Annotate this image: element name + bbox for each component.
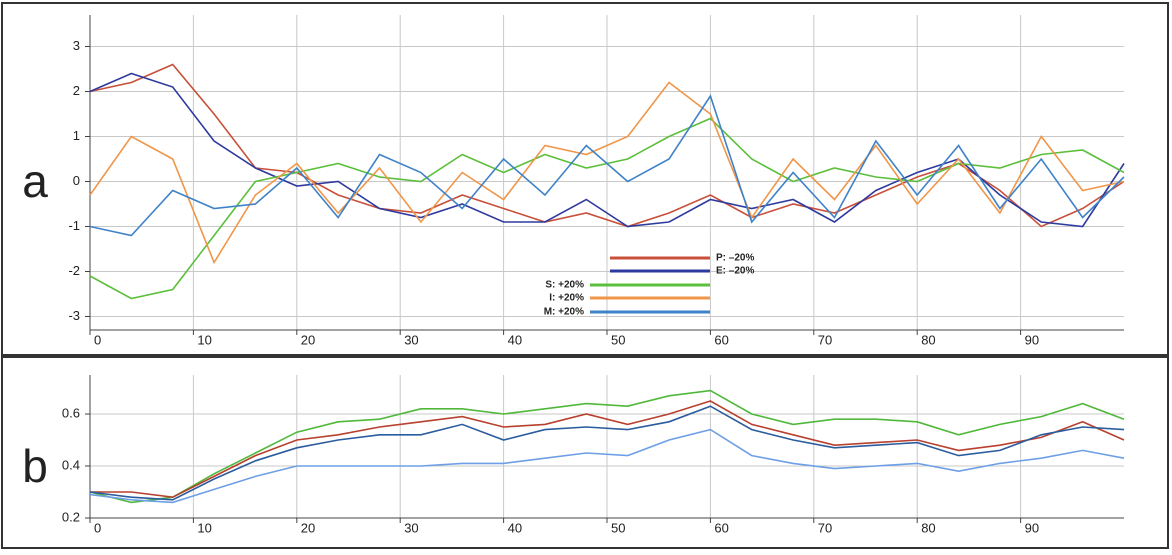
x-tick-label: 10 bbox=[197, 520, 211, 535]
x-tick-label: 70 bbox=[818, 520, 832, 535]
series-line bbox=[89, 389, 1125, 504]
x-tick-label: 90 bbox=[1025, 332, 1039, 347]
panel-label: a bbox=[22, 155, 48, 207]
legend-label: E: –20% bbox=[716, 266, 754, 277]
panel-label: b bbox=[22, 440, 48, 492]
panel-frame bbox=[1, 356, 1169, 549]
x-tick-label: 0 bbox=[94, 520, 101, 535]
y-tick-label: 0 bbox=[73, 173, 80, 188]
legend-label: M: +20% bbox=[544, 307, 584, 318]
legend-label: P: –20% bbox=[716, 253, 754, 264]
series-line bbox=[89, 81, 1125, 265]
y-tick-label: 2 bbox=[73, 83, 80, 98]
x-tick-label: 20 bbox=[301, 332, 315, 347]
x-tick-label: 80 bbox=[921, 332, 935, 347]
x-tick-label: 30 bbox=[404, 520, 418, 535]
x-tick-label: 40 bbox=[508, 332, 522, 347]
legend-label: I: +20% bbox=[549, 293, 584, 304]
series-line bbox=[89, 94, 1125, 237]
legend-label: S: +20% bbox=[545, 280, 584, 291]
x-tick-label: 60 bbox=[714, 520, 728, 535]
y-tick-label: 0.4 bbox=[62, 457, 80, 472]
y-tick-label: 0.2 bbox=[62, 509, 80, 524]
x-tick-label: 50 bbox=[611, 520, 625, 535]
x-tick-label: 70 bbox=[818, 332, 832, 347]
x-tick-label: 90 bbox=[1025, 520, 1039, 535]
x-tick-label: 60 bbox=[714, 332, 728, 347]
x-tick-label: 20 bbox=[301, 520, 315, 535]
y-tick-label: 3 bbox=[73, 38, 80, 53]
series-line bbox=[89, 428, 1125, 504]
panel-frame bbox=[1, 2, 1169, 356]
series-line bbox=[90, 400, 1125, 499]
x-tick-label: 0 bbox=[94, 332, 101, 347]
x-tick-label: 80 bbox=[921, 520, 935, 535]
y-tick-label: -3 bbox=[68, 308, 80, 323]
x-tick-label: 50 bbox=[611, 332, 625, 347]
y-tick-label: 0.6 bbox=[62, 405, 80, 420]
y-tick-label: 1 bbox=[73, 128, 80, 143]
x-tick-label: 30 bbox=[404, 332, 418, 347]
x-tick-label: 40 bbox=[508, 520, 522, 535]
y-tick-label: -1 bbox=[68, 218, 80, 233]
y-tick-label: -2 bbox=[68, 263, 80, 278]
series-line bbox=[89, 72, 1125, 228]
series-line bbox=[89, 405, 1125, 501]
x-tick-label: 10 bbox=[197, 332, 211, 347]
